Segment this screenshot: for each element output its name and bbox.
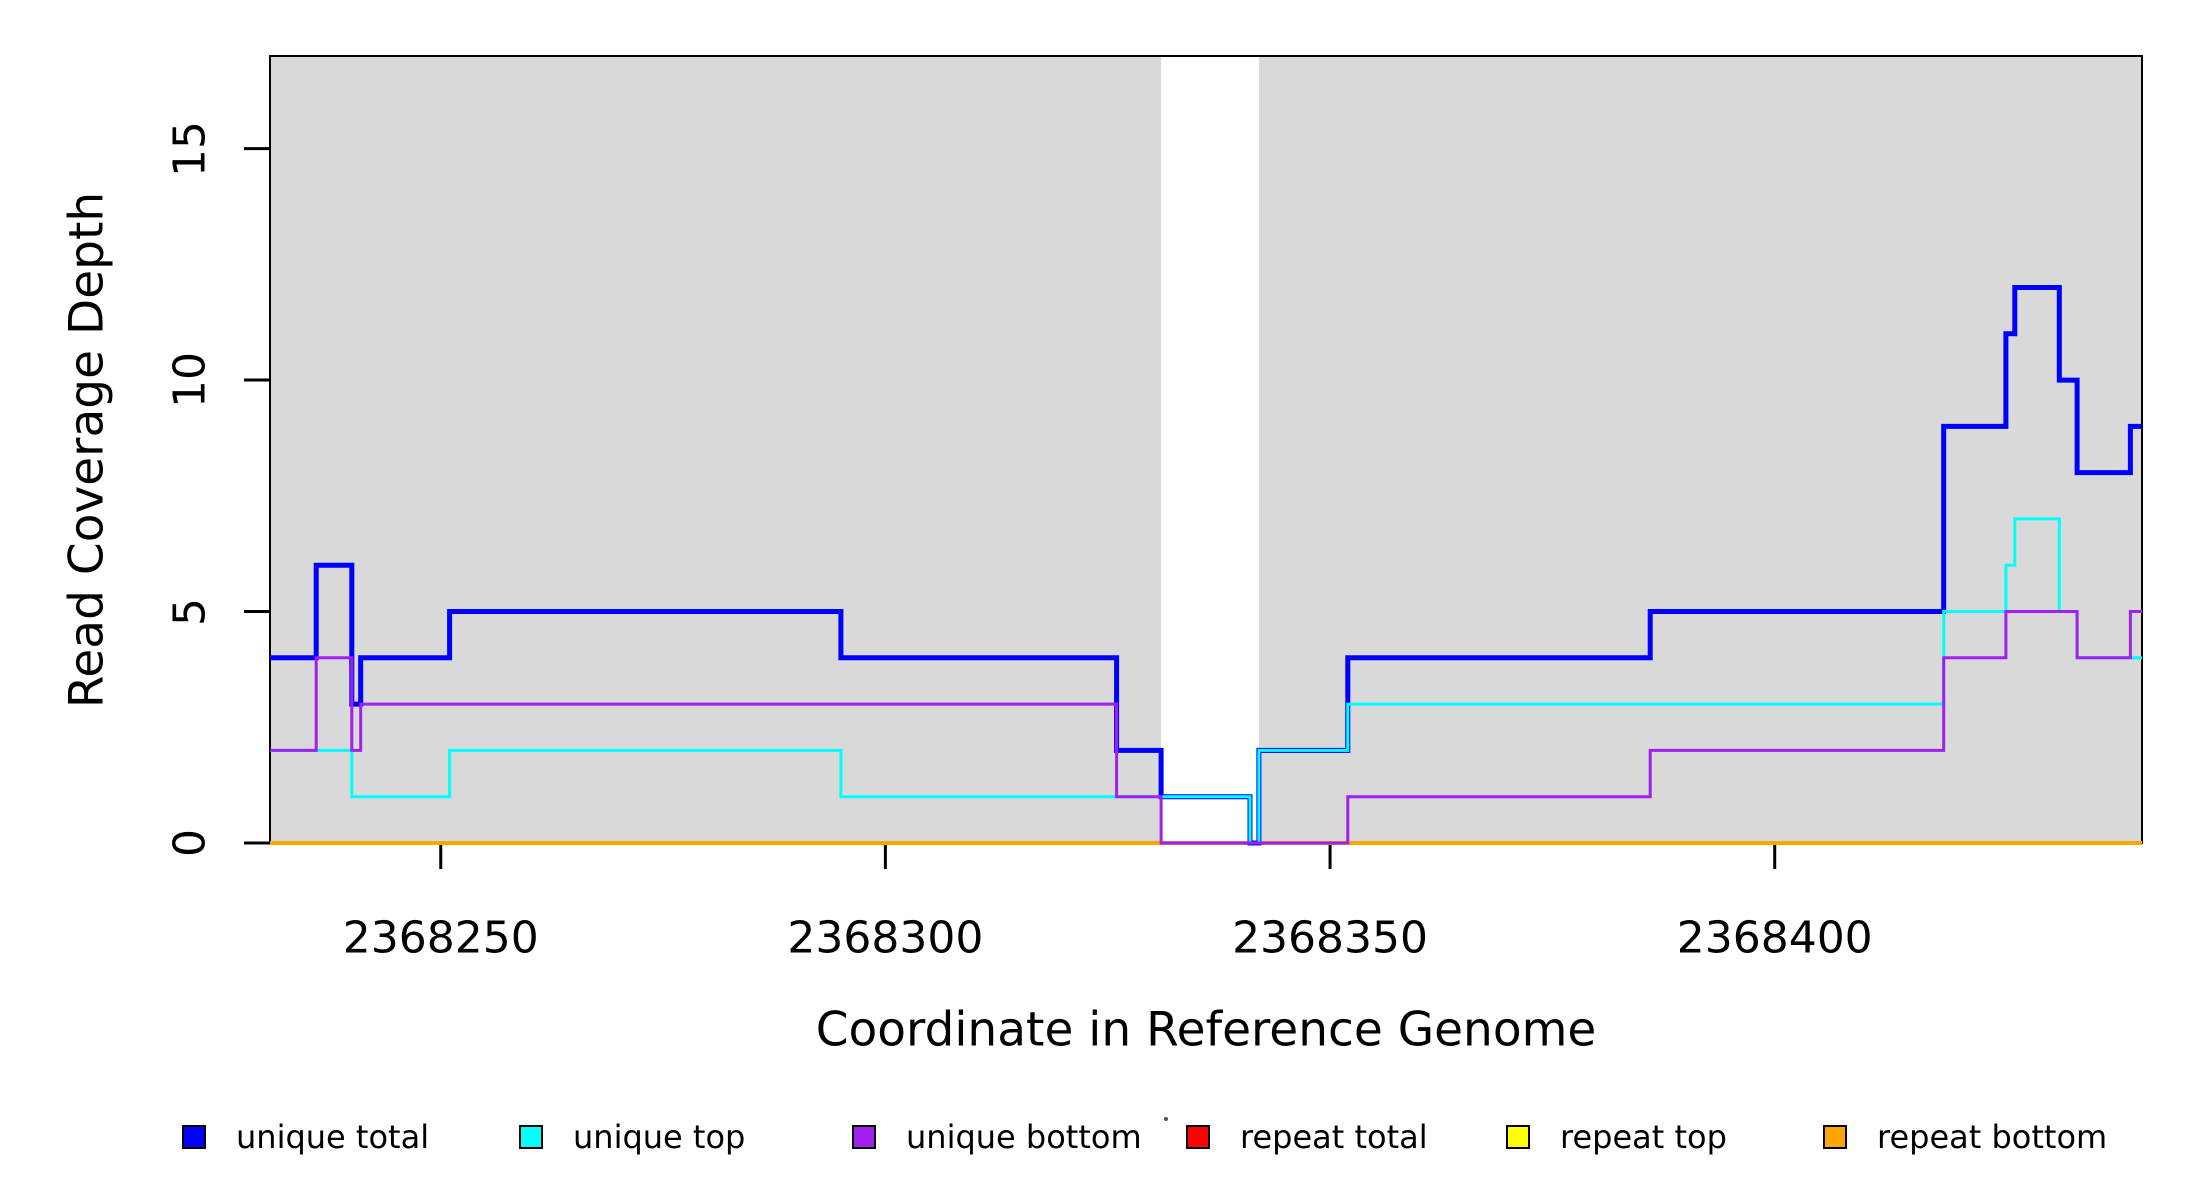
y-axis-title: Read Coverage Depth [59, 191, 115, 708]
shaded-region-1 [270, 56, 1162, 843]
legend-label: repeat bottom [1877, 1118, 2108, 1156]
legend-label: unique total [236, 1118, 430, 1156]
legend-label: repeat top [1560, 1118, 1727, 1156]
legend-label: unique bottom [906, 1118, 1142, 1156]
y-tick-label: 15 [164, 120, 216, 177]
series-line-unique-bottom [270, 610, 2142, 845]
legend-item-unique-total: unique total [182, 1118, 429, 1156]
series-line-unique-top [270, 517, 2142, 845]
stray-dot [1164, 1117, 1168, 1121]
x-tick-label: 2368350 [1232, 912, 1429, 964]
legend-item-repeat-bottom: repeat bottom [1823, 1118, 2107, 1156]
x-axis-title: Coordinate in Reference Genome [815, 1002, 1597, 1058]
legend-item-unique-top: unique top [519, 1118, 745, 1156]
legend-swatch-repeat-bottom [1823, 1125, 1847, 1149]
legend-swatch-unique-top [519, 1125, 543, 1149]
legend-swatch-repeat-total [1186, 1125, 1210, 1149]
legend-item-repeat-top: repeat top [1506, 1118, 1727, 1156]
x-tick-label: 2368300 [787, 912, 984, 964]
legend-swatch-unique-total [182, 1125, 206, 1149]
x-tick-label: 2368250 [342, 912, 539, 964]
legend-label: unique top [573, 1118, 746, 1156]
y-tick-label: 10 [164, 352, 216, 409]
legend-swatch-repeat-top [1506, 1125, 1530, 1149]
y-tick-label: 5 [164, 597, 216, 626]
legend-swatch-unique-bottom [852, 1125, 876, 1149]
legend-item-repeat-total: repeat total [1186, 1118, 1428, 1156]
x-tick-label: 2368400 [1676, 912, 1873, 964]
legend-item-unique-bottom: unique bottom [852, 1118, 1142, 1156]
shaded-region-2 [1258, 56, 2142, 843]
y-tick-label: 0 [164, 829, 216, 857]
legend-label: repeat total [1240, 1118, 1428, 1156]
